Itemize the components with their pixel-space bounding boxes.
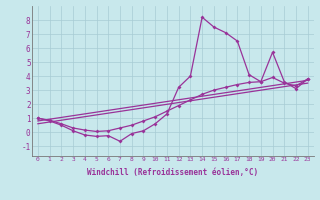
- X-axis label: Windchill (Refroidissement éolien,°C): Windchill (Refroidissement éolien,°C): [87, 168, 258, 177]
